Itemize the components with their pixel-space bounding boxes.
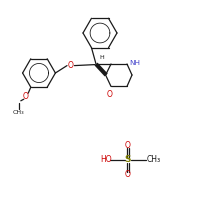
Text: O: O [107, 90, 113, 99]
Text: S: S [125, 156, 131, 164]
Text: HO: HO [100, 156, 112, 164]
Text: O: O [68, 61, 74, 70]
Text: H: H [99, 55, 104, 60]
Text: O: O [125, 141, 131, 150]
Text: CH₃: CH₃ [147, 156, 161, 164]
Text: CH₃: CH₃ [13, 110, 25, 115]
Text: O: O [23, 92, 29, 101]
Text: O: O [125, 170, 131, 179]
Text: NH: NH [129, 60, 140, 66]
